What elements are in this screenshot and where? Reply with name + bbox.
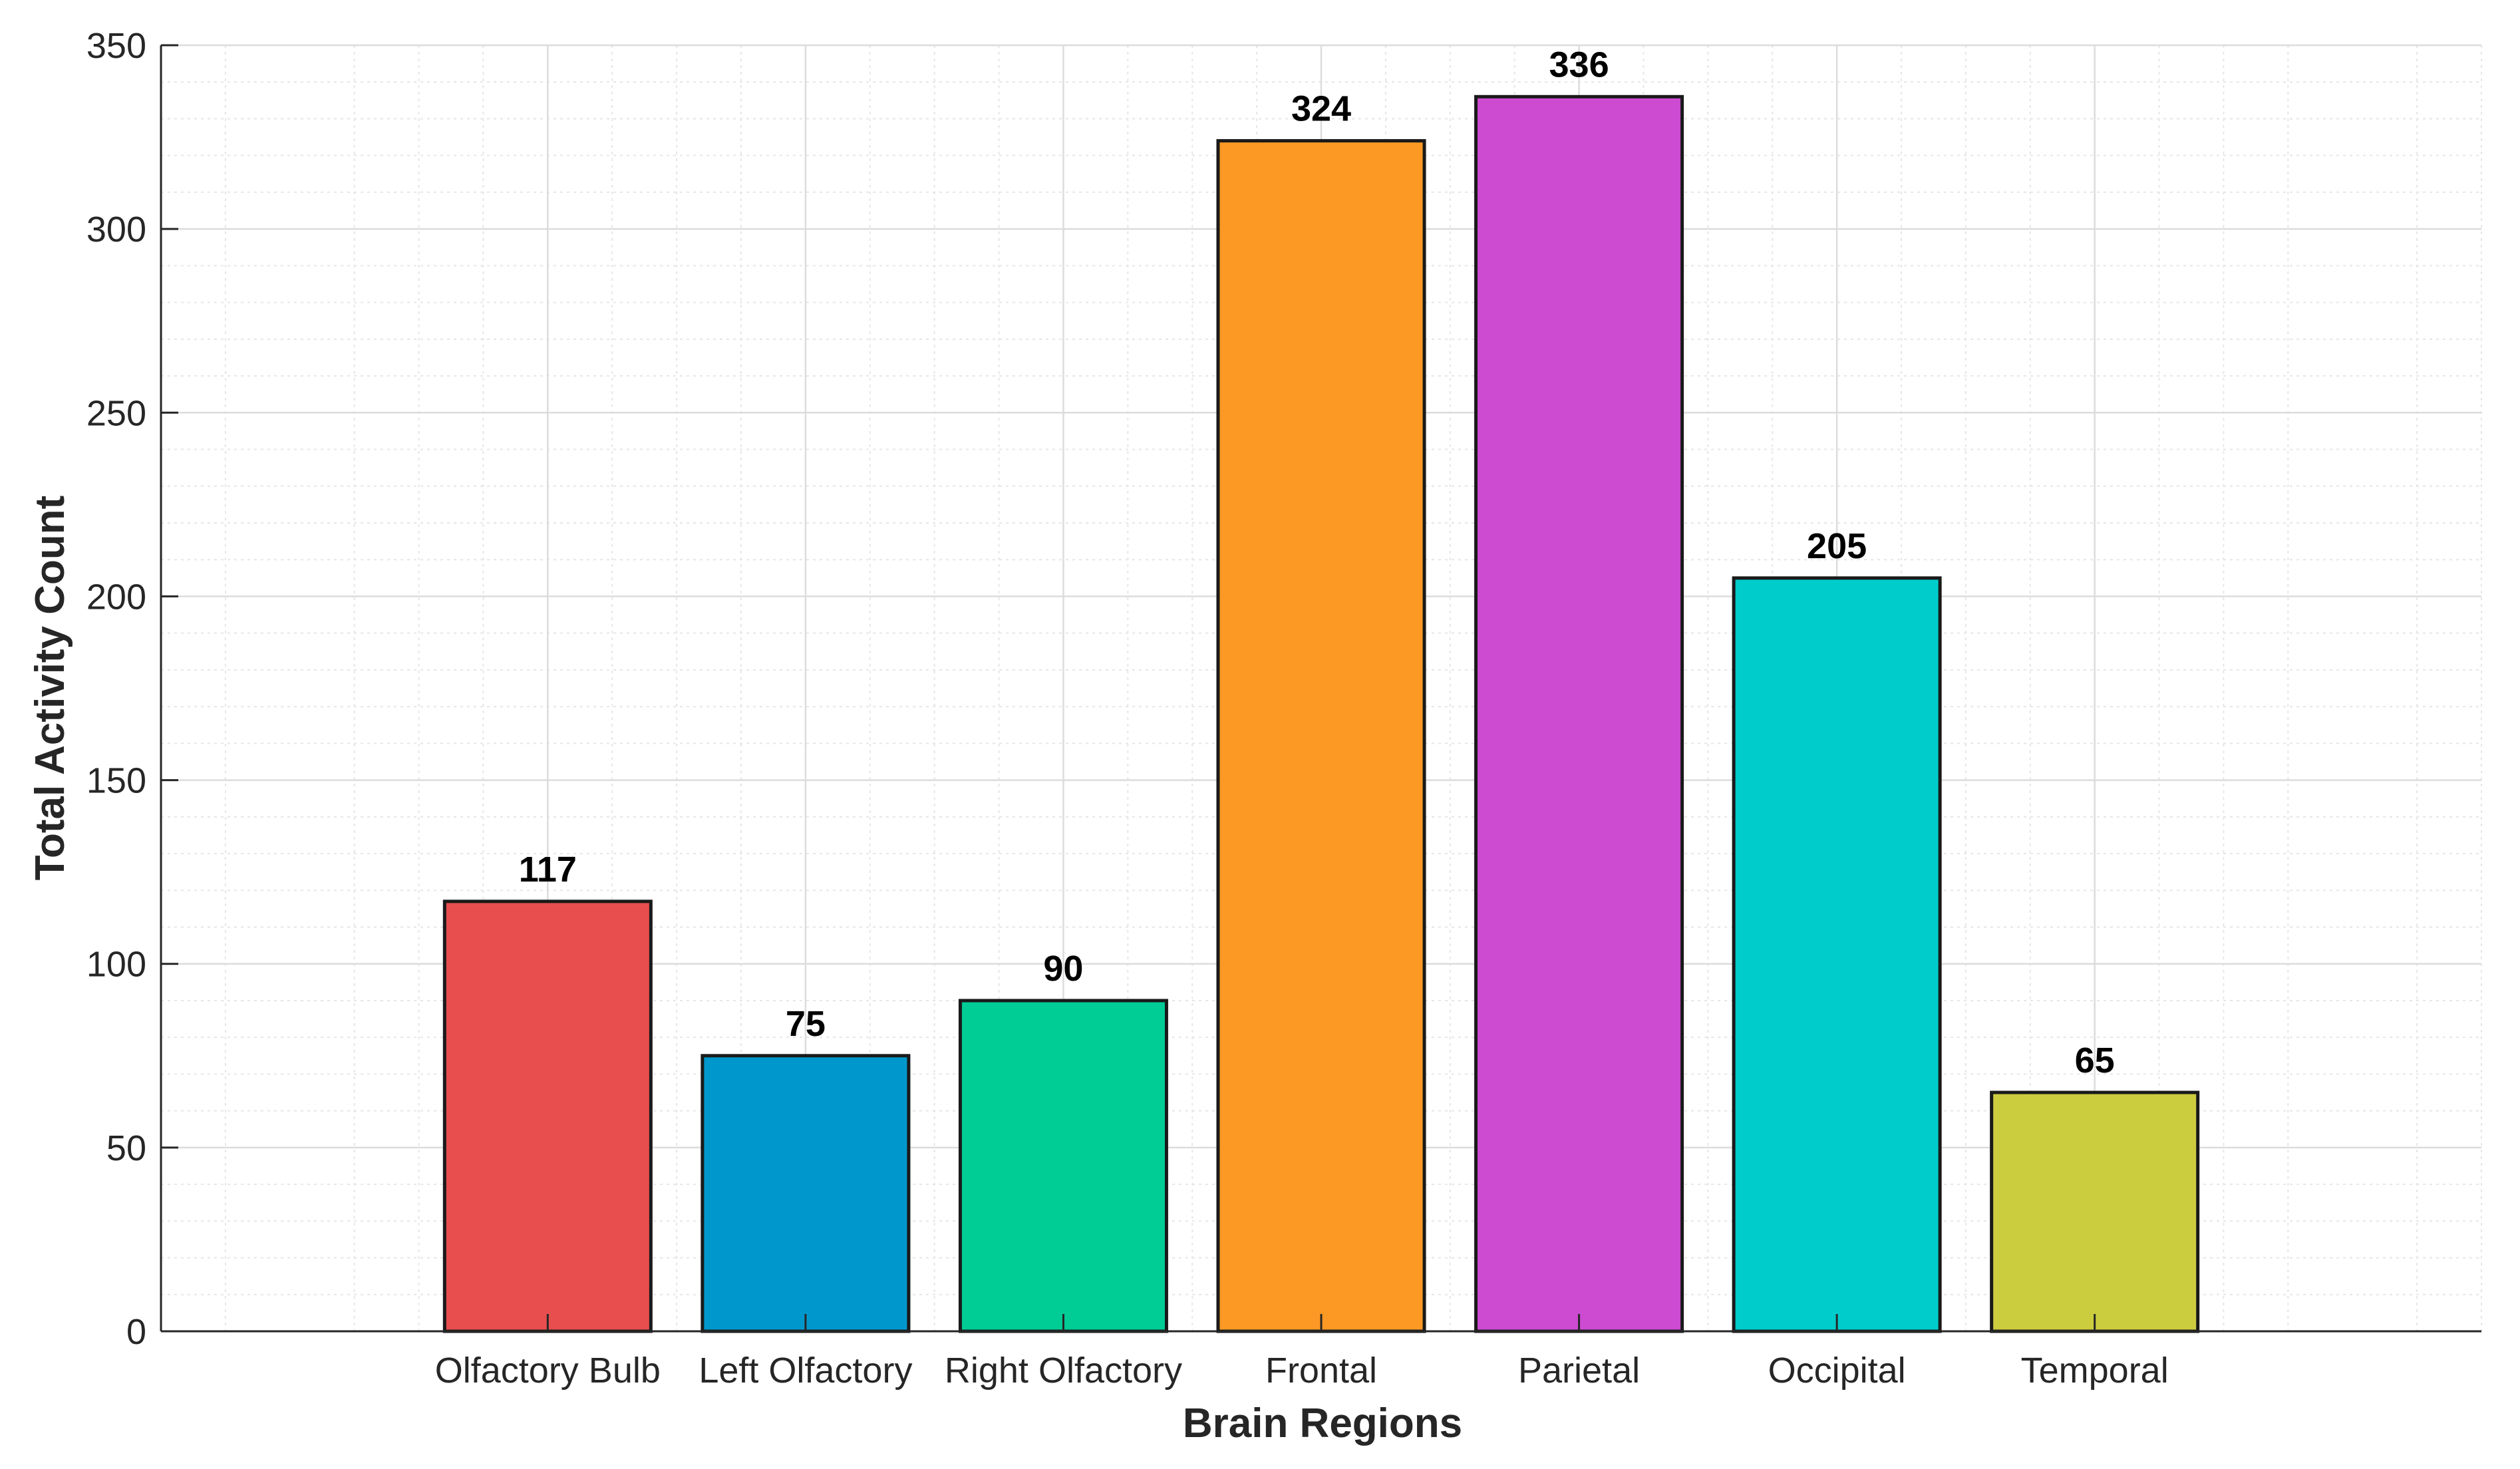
x-tick-label: Left Olfactory <box>699 1351 912 1390</box>
x-tick-label: Occipital <box>1768 1351 1906 1390</box>
x-tick-label: Temporal <box>2021 1351 2169 1390</box>
x-tick-label: Right Olfactory <box>945 1351 1182 1390</box>
x-tick-label: Parietal <box>1518 1351 1640 1390</box>
x-tick-label: Frontal <box>1265 1351 1377 1390</box>
bar-left-olfactory <box>701 1054 911 1333</box>
bar-parietal <box>1474 94 1684 1333</box>
y-tick-label: 250 <box>86 393 146 433</box>
data-label: 336 <box>1549 45 1609 84</box>
bar-right-olfactory <box>958 999 1168 1333</box>
x-tick-label: Olfactory Bulb <box>435 1351 661 1390</box>
bar-temporal <box>1990 1090 2200 1333</box>
bars <box>442 94 2200 1333</box>
y-tick-label: 0 <box>126 1312 146 1352</box>
data-label: 75 <box>786 1004 826 1044</box>
axes <box>160 44 2481 1333</box>
data-label: 324 <box>1291 89 1351 129</box>
y-tick-label: 100 <box>86 945 146 985</box>
y-tick-label: 150 <box>86 761 146 801</box>
y-tick-label: 50 <box>106 1128 146 1168</box>
data-label: 90 <box>1043 949 1083 989</box>
data-label: 65 <box>2075 1041 2115 1080</box>
y-tick-label: 200 <box>86 577 146 617</box>
x-axis-title: Brain Regions <box>1183 1400 1462 1446</box>
bar-frontal <box>1216 139 1426 1333</box>
y-axis-title: Total Activity Count <box>27 496 73 881</box>
bar-olfactory-bulb <box>442 899 653 1333</box>
data-label: 205 <box>1807 526 1867 566</box>
y-tick-label: 350 <box>86 26 146 66</box>
labels: 117 75 90 324 336 205 65 0 50 100 150 200 250 300 350 O… <box>86 26 2169 1390</box>
y-tick-label: 300 <box>86 210 146 249</box>
data-label: 117 <box>519 850 577 890</box>
bar-occipital <box>1732 576 1942 1333</box>
